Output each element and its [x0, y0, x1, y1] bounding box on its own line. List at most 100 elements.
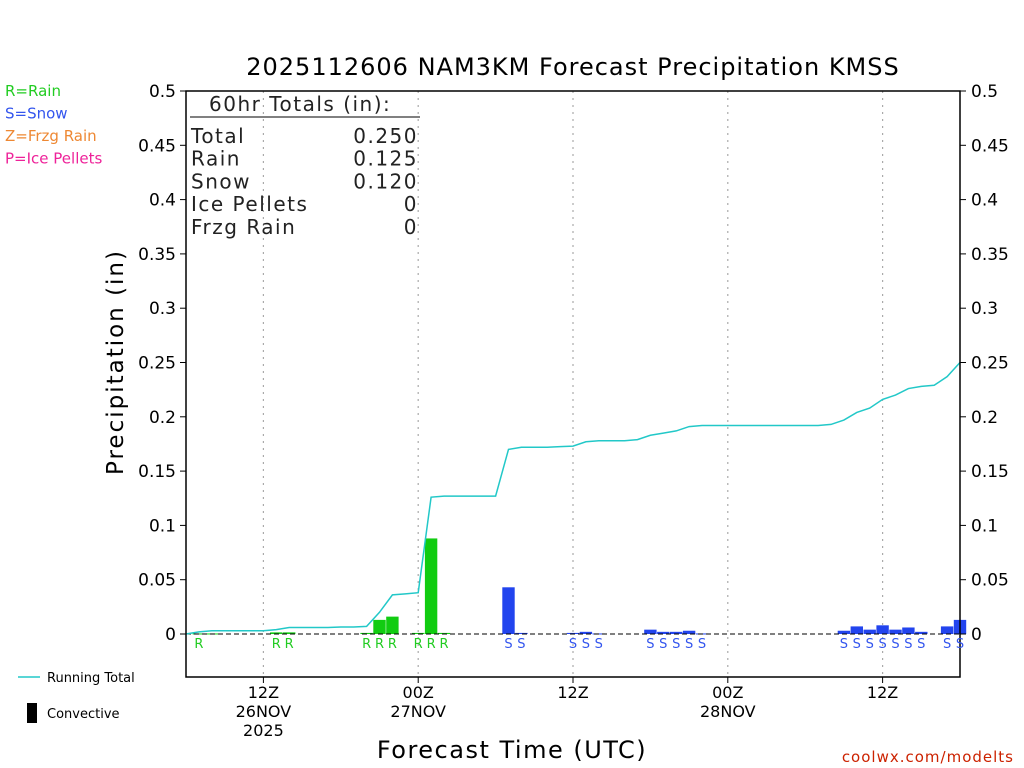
precip-bar — [850, 626, 863, 634]
totals-row-name: Frzg Rain — [191, 215, 296, 239]
y-tick-label-left: 0.45 — [138, 136, 176, 156]
precip-bar — [876, 625, 889, 634]
y-tick-label-right: 0.15 — [971, 462, 1009, 482]
totals-row-name: Total — [190, 124, 245, 148]
y-tick-label-left: 0.35 — [138, 245, 176, 265]
x-tick-label: 28NOV — [700, 702, 756, 721]
ptype-label: S — [904, 637, 912, 652]
x-tick-label: 00Z — [712, 683, 743, 702]
totals-row-value: 0 — [404, 192, 418, 216]
x-tick-label: 12Z — [557, 683, 588, 702]
credit-text: coolwx.com/modelts — [842, 748, 1014, 766]
ptype-label: R — [272, 637, 281, 652]
precip-bar — [657, 631, 670, 634]
convective-legend-swatch — [27, 703, 37, 723]
ptype-label: S — [956, 637, 964, 652]
y-tick-label-right: 0.05 — [971, 571, 1009, 591]
ptype-label: S — [698, 637, 706, 652]
ptype-label: S — [866, 637, 874, 652]
totals-box: 60hr Totals (in): Total 0.250 Rain 0.125 Sno… — [190, 92, 420, 239]
precip-bar — [515, 632, 528, 634]
totals-row-name: Ice Pellets — [191, 192, 308, 216]
x-axis-label: Forecast Time (UTC) — [377, 736, 647, 764]
precip-bar — [682, 630, 696, 634]
precip-bar — [437, 632, 451, 634]
x-tick-label: 12Z — [248, 683, 279, 702]
precip-bar — [412, 632, 425, 634]
y-tick-label-left: 0.25 — [138, 354, 176, 374]
totals-row-value: 0 — [404, 215, 418, 239]
totals-row-name: Snow — [191, 169, 251, 193]
y-tick-label-right: 0.35 — [971, 245, 1009, 265]
x-tick-label: 27NOV — [390, 702, 446, 721]
precip-bar — [670, 631, 683, 634]
ptype-label: S — [878, 637, 886, 652]
precip-bar — [270, 632, 283, 634]
ptype-label: R — [427, 637, 436, 652]
precip-bar — [502, 587, 515, 634]
ptype-label: R — [285, 637, 294, 652]
running-total-legend-label: Running Total — [47, 671, 135, 686]
ptype-label: S — [659, 637, 667, 652]
y-tick-label-right: 0.5 — [971, 82, 998, 102]
y-tick-label-right: 0.3 — [971, 299, 998, 319]
y-tick-label-right: 0.2 — [971, 408, 998, 428]
legend-key: R=Rain — [5, 82, 61, 100]
y-tick-label-right: 0.45 — [971, 136, 1009, 156]
y-tick-label-left: 0 — [165, 625, 176, 645]
ptype-label: S — [569, 637, 577, 652]
ptype-label: R — [388, 637, 397, 652]
x-tick-label: 26NOV — [236, 702, 292, 721]
precip-bar — [360, 632, 373, 634]
ptype-label: S — [840, 637, 848, 652]
x-tick-label: 12Z — [867, 683, 898, 702]
totals-row-name: Rain — [191, 147, 241, 171]
ptype-label: R — [194, 637, 203, 652]
precip-bar — [386, 616, 399, 634]
ptype-label: S — [646, 637, 654, 652]
y-tick-label-right: 0 — [971, 625, 982, 645]
ptype-label: S — [891, 637, 899, 652]
ptype-label: S — [685, 637, 693, 652]
bar-series — [192, 538, 967, 635]
y-tick-label-left: 0.5 — [149, 82, 176, 102]
ptype-label: S — [917, 637, 925, 652]
precip-bar — [579, 631, 593, 634]
ptype-label: S — [504, 637, 512, 652]
y-tick-label-left: 0.05 — [138, 571, 176, 591]
chart-title: 2025112606 NAM3KM Forecast Precipitation… — [246, 53, 899, 81]
totals-row-value: 0.125 — [353, 147, 418, 171]
precip-bar — [283, 632, 296, 634]
y-tick-label-right: 0.4 — [971, 191, 998, 211]
precip-bar — [424, 538, 438, 634]
precip-bar — [902, 627, 915, 634]
y-tick-label-left: 0.15 — [138, 462, 176, 482]
precip-bar — [644, 629, 657, 634]
ptype-label: R — [362, 637, 371, 652]
ptype-label: R — [375, 637, 384, 652]
ptype-label: S — [595, 637, 603, 652]
legend-key: S=Snow — [5, 105, 68, 123]
ptype-label: S — [517, 637, 525, 652]
y-axis-left: 0 0.05 0.1 0.15 0.2 0.25 0.3 0.35 0.4 0.45 0.5 — [138, 82, 186, 645]
precip-bar — [889, 629, 902, 634]
y-tick-label-right: 0.25 — [971, 354, 1009, 374]
y-tick-label-left: 0.1 — [149, 516, 176, 536]
precip-bar — [373, 619, 386, 634]
bottom-legend: Running Total Convective — [18, 671, 135, 723]
running-total-line — [185, 361, 961, 635]
precip-bar — [566, 632, 580, 634]
precip-bar — [837, 630, 851, 634]
legend-key: Z=Frzg Rain — [5, 127, 97, 145]
precip-bar — [940, 626, 954, 634]
y-axis-label: Precipitation (in) — [103, 249, 129, 475]
ptype-legend: R=Rain S=Snow Z=Frzg Rain P=Ice Pellets — [5, 82, 102, 168]
legend-key: P=Ice Pellets — [5, 150, 102, 168]
ptype-label: S — [672, 637, 680, 652]
convective-legend-label: Convective — [47, 707, 120, 722]
totals-heading: 60hr Totals (in): — [209, 92, 391, 116]
totals-row-value: 0.250 — [353, 124, 418, 148]
ptype-label: S — [582, 637, 590, 652]
